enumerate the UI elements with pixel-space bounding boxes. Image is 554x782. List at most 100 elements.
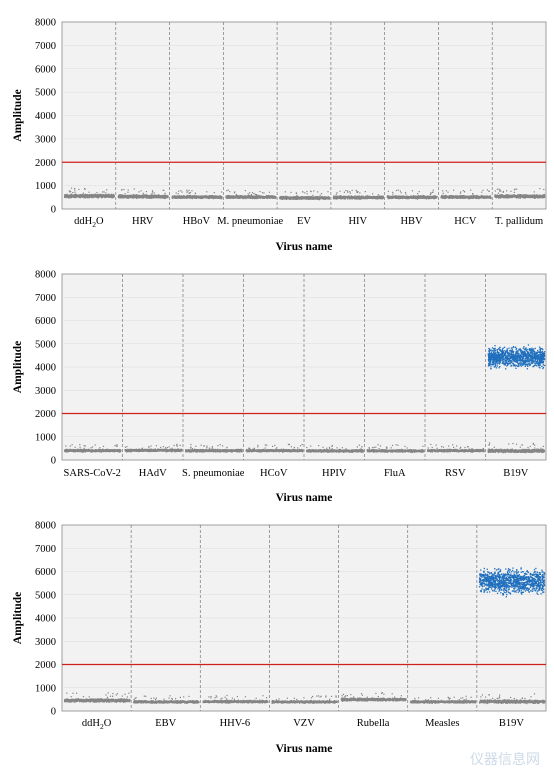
droplet	[199, 196, 200, 197]
droplet	[335, 196, 336, 197]
droplet	[316, 199, 317, 200]
droplet	[420, 197, 421, 198]
droplet	[290, 197, 291, 198]
droplet	[120, 197, 121, 198]
droplet	[229, 191, 230, 192]
droplet	[293, 198, 294, 199]
droplet	[373, 197, 374, 198]
droplet	[146, 191, 147, 192]
droplet	[282, 199, 283, 200]
droplet	[219, 196, 220, 197]
droplet	[238, 197, 239, 198]
droplet	[182, 192, 183, 193]
droplet	[88, 192, 89, 193]
droplet	[128, 195, 129, 196]
droplet	[434, 196, 435, 197]
droplet	[316, 197, 317, 198]
droplet	[191, 190, 192, 191]
droplet	[151, 196, 152, 197]
droplet	[266, 195, 267, 196]
droplet	[145, 196, 146, 197]
droplet	[310, 197, 311, 198]
droplet	[234, 197, 235, 198]
droplet	[359, 196, 360, 197]
y-tick-label: 0	[51, 205, 56, 216]
droplet	[318, 197, 319, 198]
droplet	[221, 191, 222, 192]
droplet	[183, 196, 184, 197]
droplet	[260, 196, 261, 197]
droplet	[248, 193, 249, 194]
droplet	[96, 196, 97, 197]
droplet	[306, 191, 307, 192]
droplet	[369, 198, 370, 199]
droplet	[269, 192, 270, 193]
droplet	[109, 195, 110, 196]
droplet	[190, 197, 191, 198]
droplet	[232, 196, 233, 197]
droplet	[256, 196, 257, 197]
droplet	[105, 196, 106, 197]
droplet	[75, 195, 76, 196]
droplet	[387, 196, 388, 197]
droplet	[180, 190, 181, 191]
droplet	[152, 190, 153, 191]
droplet	[291, 197, 292, 198]
droplet	[158, 197, 159, 198]
droplet	[251, 196, 252, 197]
droplet	[214, 192, 215, 193]
droplet	[123, 189, 124, 190]
droplet	[284, 197, 285, 198]
droplet	[134, 188, 135, 189]
droplet	[174, 195, 175, 196]
droplet	[249, 197, 250, 198]
droplet	[302, 198, 303, 199]
droplet	[188, 196, 189, 197]
droplet	[240, 197, 241, 198]
droplet	[356, 196, 357, 197]
droplet	[383, 196, 384, 197]
droplet	[307, 193, 308, 194]
droplet	[327, 198, 328, 199]
droplet	[228, 190, 229, 191]
droplet	[365, 191, 366, 192]
droplet	[211, 196, 212, 197]
droplet	[254, 196, 255, 197]
droplet	[320, 195, 321, 196]
droplet	[336, 192, 337, 193]
droplet	[186, 196, 187, 197]
droplet	[139, 196, 140, 197]
droplet	[296, 195, 297, 196]
droplet	[249, 192, 250, 193]
droplet	[203, 196, 204, 197]
droplet	[140, 190, 141, 191]
droplet	[372, 193, 373, 194]
droplet	[212, 196, 213, 197]
droplet	[244, 197, 245, 198]
droplet	[125, 193, 126, 194]
droplet	[297, 197, 298, 198]
droplet	[295, 197, 296, 198]
droplet	[128, 189, 129, 190]
droplet	[247, 197, 248, 198]
droplet	[341, 197, 342, 198]
droplet	[317, 198, 318, 199]
droplet	[189, 197, 190, 198]
droplet	[344, 192, 345, 193]
droplet	[320, 197, 321, 198]
droplet	[357, 192, 358, 193]
droplet	[361, 197, 362, 198]
droplet	[65, 196, 66, 197]
droplet	[271, 197, 272, 198]
droplet	[123, 197, 124, 198]
droplet	[140, 195, 141, 196]
droplet	[69, 190, 70, 191]
droplet	[105, 192, 106, 193]
droplet	[359, 192, 360, 193]
droplet	[143, 196, 144, 197]
droplet	[167, 196, 168, 197]
y-tick-label: 4000	[35, 111, 56, 122]
y-tick-label: 2000	[35, 158, 56, 169]
droplet	[74, 188, 75, 189]
droplet	[176, 192, 177, 193]
